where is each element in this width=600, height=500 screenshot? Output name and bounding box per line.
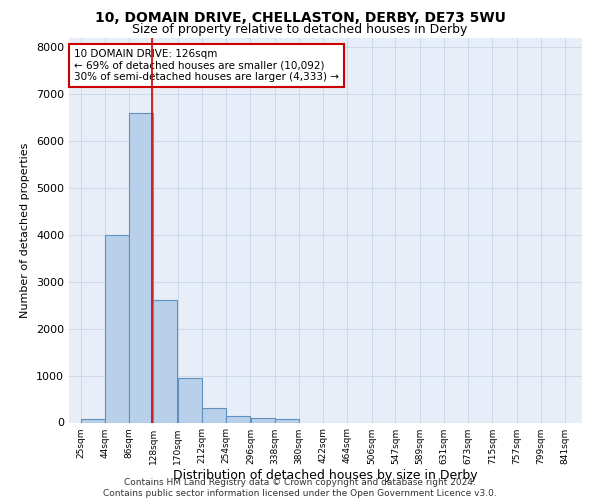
Bar (226, 416, 250, 422)
Bar (178, 378, 202, 422)
Text: Contains HM Land Registry data © Crown copyright and database right 2024.
Contai: Contains HM Land Registry data © Crown c… (103, 478, 497, 498)
Text: Size of property relative to detached houses in Derby: Size of property relative to detached ho… (133, 22, 467, 36)
X-axis label: Distribution of detached houses by size in Derby: Distribution of detached houses by size … (173, 470, 478, 482)
Bar (275, 418, 299, 422)
Bar (202, 408, 226, 422)
Bar (105, 235, 129, 422)
Y-axis label: Number of detached properties: Number of detached properties (20, 142, 31, 318)
Bar (251, 418, 275, 422)
Bar (80, 418, 104, 422)
Text: 10, DOMAIN DRIVE, CHELLASTON, DERBY, DE73 5WU: 10, DOMAIN DRIVE, CHELLASTON, DERBY, DE7… (95, 11, 505, 25)
Text: 10 DOMAIN DRIVE: 126sqm
← 69% of detached houses are smaller (10,092)
30% of sem: 10 DOMAIN DRIVE: 126sqm ← 69% of detache… (74, 49, 339, 82)
Bar (154, 300, 178, 422)
Bar (129, 112, 153, 422)
